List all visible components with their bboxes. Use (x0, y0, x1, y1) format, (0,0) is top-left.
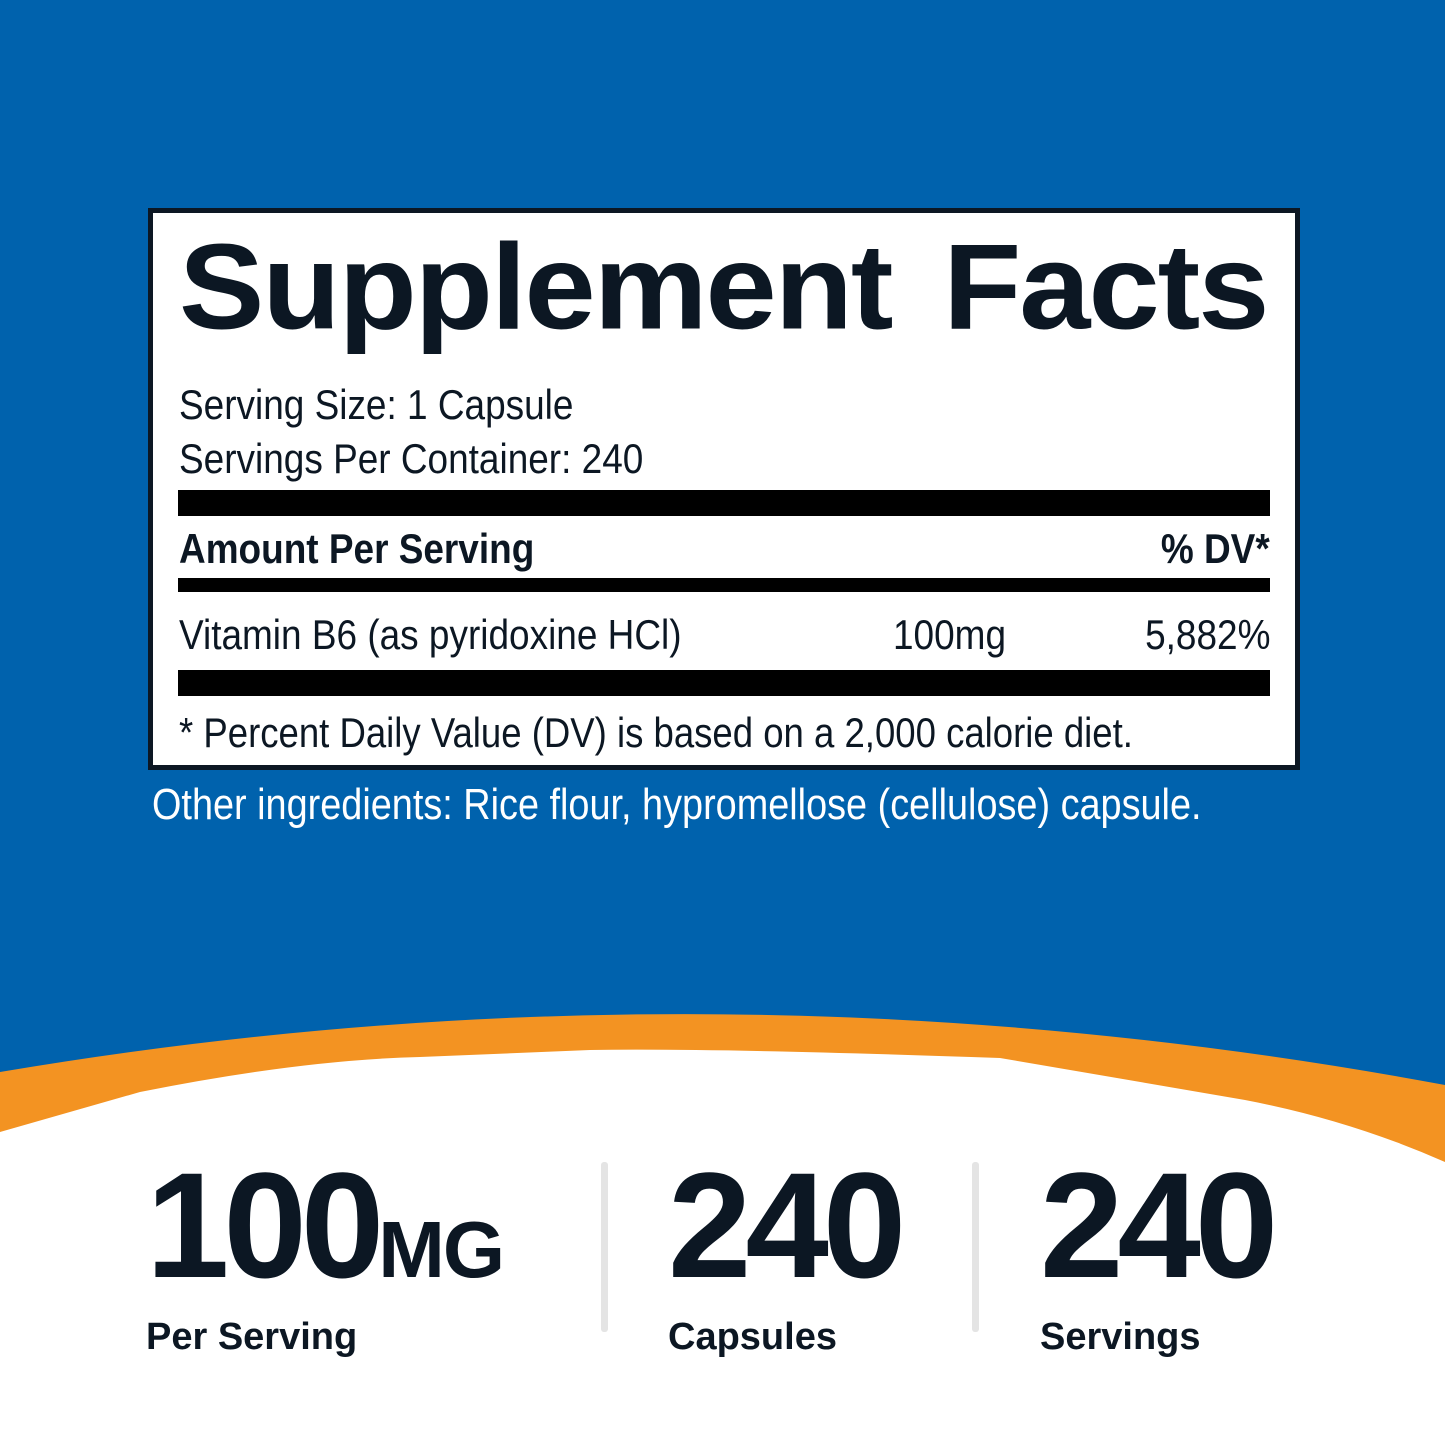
facts-title: Supplement Facts (179, 219, 1269, 356)
nutrient-amount: 100mg (893, 611, 1007, 658)
stat-label: Per Serving (146, 1316, 358, 1358)
other-ingredients: Other ingredients: Rice flour, hypromell… (152, 780, 1202, 829)
stat-label: Servings (1040, 1316, 1201, 1358)
divider-bar (178, 578, 1270, 592)
stat-per-serving: 100MG Per Serving (146, 1150, 505, 1359)
footnote: * Percent Daily Value (DV) is based on a… (179, 709, 1133, 756)
divider-bar (178, 490, 1270, 516)
servings-per-container: Servings Per Container: 240 (179, 435, 644, 482)
stat-value: 240 (1040, 1141, 1278, 1309)
header-dv: % DV* (1161, 525, 1270, 572)
stat-value: 100 (146, 1141, 384, 1309)
divider-bar (178, 670, 1270, 696)
serving-size: Serving Size: 1 Capsule (179, 381, 574, 428)
stat-capsules: 240 Capsules (668, 1141, 906, 1359)
stat-divider (601, 1162, 608, 1332)
stat-value: 240 (668, 1141, 906, 1309)
supplement-facts-panel: Supplement Facts Serving Size: 1 Capsule… (148, 208, 1300, 770)
stat-servings: 240 Servings (1040, 1141, 1278, 1359)
nutrient-name: Vitamin B6 (as pyridoxine HCl) (179, 611, 682, 658)
nutrient-dv: 5,882% (1144, 611, 1270, 658)
header-amount: Amount Per Serving (179, 525, 535, 572)
stat-divider (972, 1162, 979, 1332)
stat-unit: MG (378, 1205, 505, 1294)
stat-label: Capsules (668, 1316, 837, 1358)
